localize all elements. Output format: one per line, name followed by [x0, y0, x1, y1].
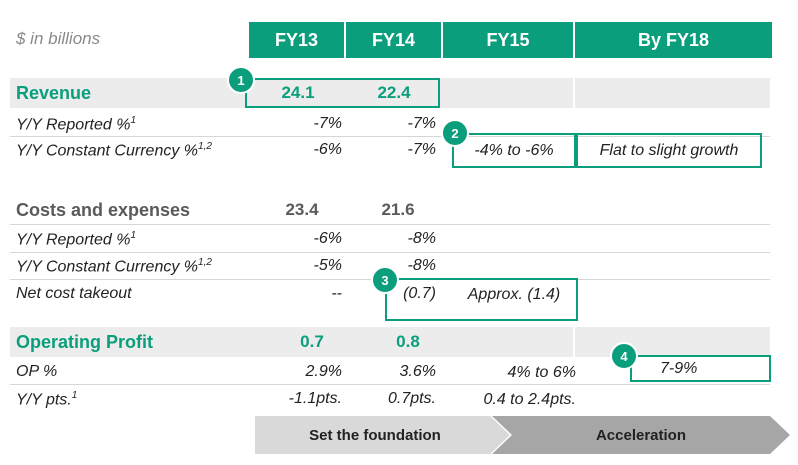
band-divider: [573, 78, 575, 108]
column-header-fy18: By FY18: [575, 22, 772, 58]
row-separator: [10, 136, 770, 137]
costs-fy13: 23.4: [285, 200, 319, 219]
costs-cc-fy14: -8%: [407, 257, 436, 274]
revenue-reported-fy13: -7%: [313, 115, 342, 132]
cost-takeout-highlight-box: [385, 278, 578, 321]
revenue-cc-fy18-box: Flat to slight growth: [576, 133, 762, 168]
costs-reported-fy14: -8%: [407, 230, 436, 247]
callout-badge-1: 1: [227, 66, 255, 94]
phase-arrows: [255, 416, 790, 454]
revenue-reported-fy14: -7%: [407, 115, 436, 132]
costs-takeout-fy15: Approx. (1.4): [467, 286, 561, 303]
op-pts-fy15: 0.4 to 2.4pts.: [483, 391, 576, 408]
costs-takeout-fy14: (0.7): [403, 285, 436, 302]
phase-arrow-acceleration: [492, 416, 790, 454]
callout-badge-3: 3: [371, 266, 399, 294]
band-divider: [573, 327, 575, 357]
revenue-reported-label: Y/Y Reported %1: [16, 115, 136, 134]
revenue-cc-fy14: -7%: [407, 141, 436, 158]
costs-cc-fy13: -5%: [313, 257, 342, 274]
costs-label: Costs and expenses: [16, 200, 191, 220]
op-pts-fy13: -1.1pts.: [288, 390, 342, 407]
row-separator: [10, 384, 770, 385]
costs-fy14: 21.6: [381, 200, 415, 219]
revenue-cc-label: Y/Y Constant Currency %1,2: [16, 141, 212, 160]
row-separator: [10, 224, 770, 225]
costs-takeout-label: Net cost takeout: [16, 285, 132, 302]
row-separator: [10, 252, 770, 253]
op-percent-fy18: 7-9%: [660, 359, 698, 377]
revenue-cc-fy15-box: -4% to -6%: [452, 133, 576, 168]
operating-profit-band: [10, 327, 770, 357]
revenue-fy13: 24.1: [281, 83, 315, 102]
op-percent-fy13: 2.9%: [305, 363, 342, 380]
revenue-fy14: 22.4: [377, 83, 411, 102]
revenue-cc-fy15: -4% to -6%: [474, 141, 554, 159]
callout-badge-4: 4: [610, 342, 638, 370]
op-percent-fy15: 4% to 6%: [507, 364, 576, 381]
costs-cc-label: Y/Y Constant Currency %1,2: [16, 257, 212, 276]
op-percent-label: OP %: [16, 363, 58, 380]
phase-label-acceleration: Acceleration: [595, 426, 687, 444]
costs-takeout-fy13: --: [331, 285, 342, 302]
callout-badge-2: 2: [441, 119, 469, 147]
column-header-fy13: FY13: [249, 22, 344, 58]
phase-label-foundation: Set the foundation: [309, 426, 441, 444]
op-pts-fy14: 0.7pts.: [387, 390, 436, 407]
operating-profit-fy13: 0.7: [300, 332, 324, 351]
operating-profit-fy14: 0.8: [396, 332, 420, 351]
unit-label: $ in billions: [16, 29, 101, 48]
op-percent-fy14: 3.6%: [399, 363, 436, 380]
revenue-label: Revenue: [16, 83, 92, 103]
revenue-band: [10, 78, 770, 108]
column-header-fy15: FY15: [443, 22, 573, 58]
op-percent-fy18-box: 7-9%: [630, 355, 771, 382]
revenue-cc-fy13: -6%: [313, 141, 342, 158]
phase-arrow-foundation: [255, 416, 510, 454]
costs-reported-label: Y/Y Reported %1: [16, 230, 136, 249]
costs-reported-fy13: -6%: [313, 230, 342, 247]
operating-profit-label: Operating Profit: [16, 332, 154, 352]
op-pts-label: Y/Y pts.1: [16, 390, 78, 409]
revenue-cc-fy18: Flat to slight growth: [599, 141, 739, 159]
column-header-fy14: FY14: [346, 22, 441, 58]
